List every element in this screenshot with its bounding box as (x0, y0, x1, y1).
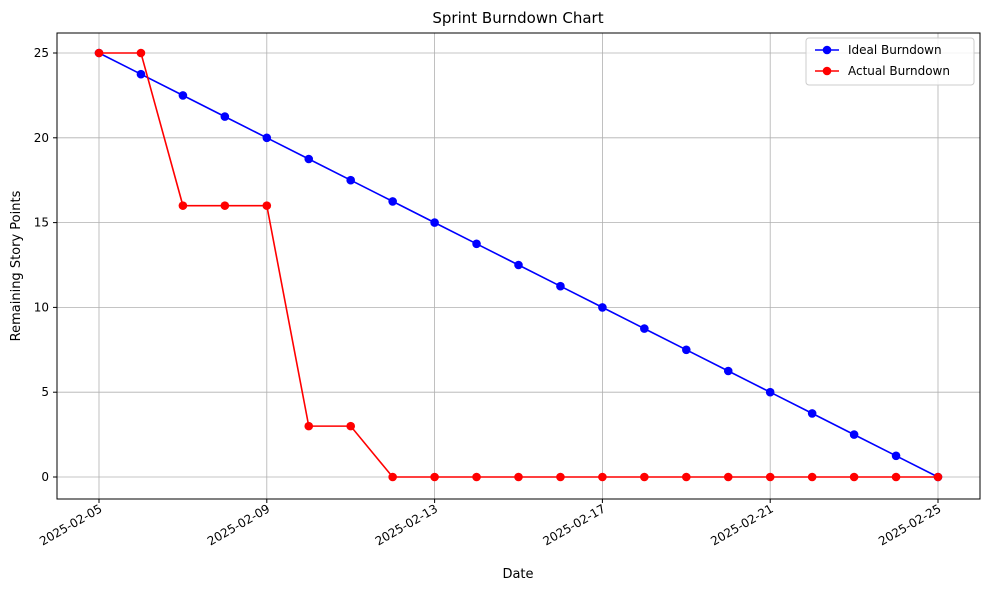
data-point (472, 239, 481, 249)
data-point (220, 201, 230, 210)
data-point (430, 472, 439, 482)
data-point (807, 409, 817, 418)
data-point (556, 472, 565, 482)
data-point (849, 472, 859, 482)
data-point (514, 472, 523, 482)
y-tick-label: 5 (41, 385, 49, 399)
data-point (304, 154, 314, 164)
data-point (220, 112, 230, 121)
axes-frame (56, 32, 981, 500)
data-point (94, 48, 104, 58)
chart-title: Sprint Burndown Chart (432, 9, 603, 27)
data-point (262, 133, 272, 143)
y-tick-label: 0 (41, 470, 49, 484)
data-point (346, 421, 356, 431)
data-point (682, 472, 691, 482)
legend-label: Actual Burndown (848, 64, 950, 78)
data-point (891, 472, 901, 482)
series-layer (94, 48, 943, 482)
data-point (682, 345, 691, 355)
data-point (430, 218, 439, 227)
data-point (178, 201, 188, 210)
legend-box (805, 37, 975, 86)
data-point (304, 421, 314, 431)
legend-label: Ideal Burndown (848, 43, 942, 57)
legend-item: Ideal Burndown (815, 43, 942, 57)
data-point (933, 472, 943, 482)
y-tick-label: 20 (34, 131, 49, 145)
data-point (807, 472, 817, 482)
y-tick-label: 25 (34, 46, 49, 60)
data-point (514, 260, 523, 270)
data-point (765, 472, 775, 482)
data-point (598, 472, 607, 482)
data-point (388, 197, 397, 206)
data-point (598, 303, 607, 312)
data-point (640, 324, 649, 333)
y-axis-ticks: 0 5 10 15 20 25 (34, 46, 57, 484)
data-point (178, 91, 188, 100)
data-point (723, 472, 733, 482)
data-point (136, 69, 146, 79)
data-point (891, 451, 901, 461)
legend-item: Actual Burndown (815, 64, 950, 78)
data-point (640, 472, 649, 482)
x-axis-label: Date (502, 567, 533, 582)
data-point (765, 387, 775, 397)
legend-marker (822, 66, 832, 76)
data-point (346, 175, 356, 185)
grid-layer (57, 33, 980, 499)
series-1 (94, 48, 943, 482)
data-point (556, 281, 565, 291)
series-2 (94, 48, 943, 482)
y-tick-label: 10 (34, 300, 49, 314)
data-point (472, 472, 481, 482)
legend-marker (822, 45, 832, 55)
data-point (388, 472, 397, 482)
y-tick-label: 15 (34, 216, 49, 230)
data-point (136, 48, 146, 58)
y-axis-label: Remaining Story Points (9, 190, 24, 341)
legend: Ideal Burndown Actual Burndown (805, 37, 975, 86)
data-point (849, 430, 859, 439)
axes-border (56, 32, 981, 500)
data-point (262, 201, 272, 210)
data-point (723, 366, 733, 376)
